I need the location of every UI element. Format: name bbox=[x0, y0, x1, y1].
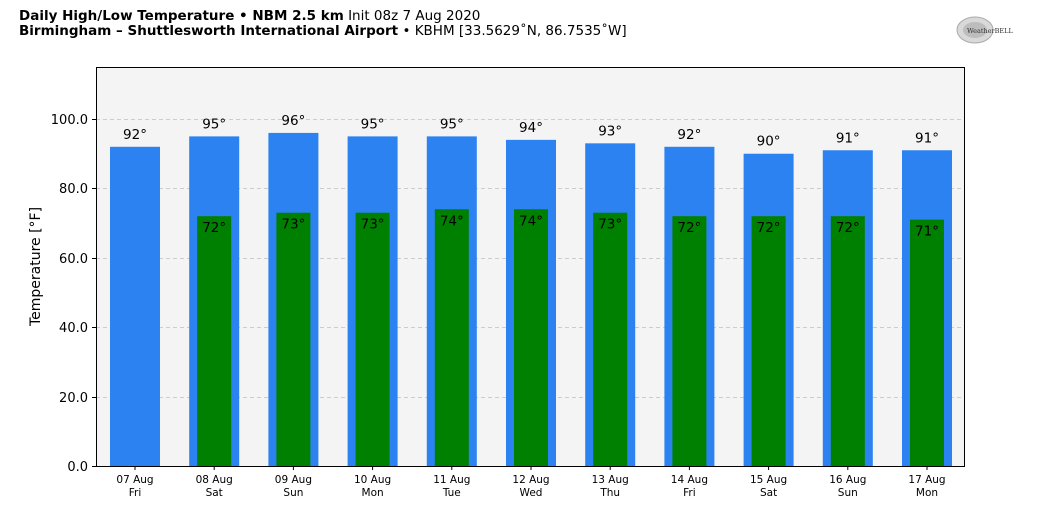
y-tick-label: 20.0 bbox=[59, 391, 88, 406]
y-axis: 0.0 20.0 40.0 60.0 80.0 100.0 bbox=[51, 113, 96, 475]
y-axis-label: Temperature [°F] bbox=[28, 207, 44, 327]
x-tick-day: Sat bbox=[206, 487, 223, 499]
low-bar bbox=[197, 216, 232, 466]
low-bar bbox=[514, 209, 548, 466]
y-tick-label: 0.0 bbox=[67, 460, 88, 475]
high-label: 96° bbox=[281, 113, 305, 129]
high-label: 95° bbox=[361, 116, 385, 132]
x-tick-date: 12 Aug bbox=[512, 474, 549, 486]
high-label: 95° bbox=[440, 116, 464, 132]
x-tick-day: Fri bbox=[683, 487, 696, 499]
low-bar bbox=[672, 216, 707, 466]
low-series bbox=[197, 209, 944, 466]
low-label: 74° bbox=[440, 213, 464, 229]
x-tick-day: Wed bbox=[520, 487, 543, 499]
station-name: Birmingham – Shuttlesworth International… bbox=[19, 23, 399, 39]
x-tick-day: Mon bbox=[362, 487, 384, 499]
weatherbell-logo-icon: WeatherBELL bbox=[956, 16, 1013, 44]
x-tick-date: 16 Aug bbox=[829, 474, 866, 486]
high-label: 90° bbox=[757, 134, 781, 150]
low-label: 71° bbox=[915, 224, 939, 240]
high-label: 94° bbox=[519, 120, 543, 136]
init-time: Init 08z 7 Aug 2020 bbox=[348, 8, 481, 24]
low-bar bbox=[830, 216, 865, 466]
x-tick-day: Sat bbox=[760, 487, 777, 499]
low-bar bbox=[355, 212, 390, 466]
low-label: 73° bbox=[281, 217, 305, 233]
y-tick-label: 60.0 bbox=[59, 252, 88, 267]
logo-text: WeatherBELL bbox=[967, 27, 1013, 35]
x-tick-day: Sun bbox=[283, 487, 303, 499]
high-label: 91° bbox=[915, 130, 939, 146]
low-bar bbox=[276, 212, 311, 466]
data-labels: 92° 95° 72° 96° 73° 95° 73° 95° 74° 94° 74° 93° 73° 9… bbox=[123, 113, 939, 240]
x-tick-date: 15 Aug bbox=[750, 474, 787, 486]
x-tick-date: 09 Aug bbox=[275, 474, 312, 486]
x-tick-day: Mon bbox=[916, 487, 938, 499]
low-bar bbox=[593, 212, 628, 466]
low-label: 72° bbox=[836, 220, 860, 236]
y-tick-label: 100.0 bbox=[51, 113, 88, 128]
low-label: 73° bbox=[361, 217, 385, 233]
low-label: 73° bbox=[598, 217, 622, 233]
x-tick-day: Tue bbox=[442, 487, 461, 499]
y-tick-label: 80.0 bbox=[59, 182, 88, 197]
x-tick-day: Sun bbox=[838, 487, 858, 499]
low-label: 72° bbox=[757, 220, 781, 236]
x-tick-date: 10 Aug bbox=[354, 474, 391, 486]
x-tick-date: 11 Aug bbox=[433, 474, 470, 486]
high-label: 92° bbox=[123, 127, 147, 143]
low-label: 72° bbox=[677, 220, 701, 236]
x-tick-day: Thu bbox=[599, 487, 620, 499]
y-tick-label: 40.0 bbox=[59, 321, 88, 336]
high-label: 95° bbox=[202, 116, 226, 132]
x-tick-date: 14 Aug bbox=[671, 474, 708, 486]
x-tick-date: 08 Aug bbox=[196, 474, 233, 486]
chart-title-line: Daily High/Low Temperature • NBM 2.5 km … bbox=[19, 9, 480, 24]
high-bar bbox=[110, 146, 160, 467]
high-label: 91° bbox=[836, 130, 860, 146]
low-bar bbox=[751, 216, 786, 466]
low-bar bbox=[910, 219, 944, 466]
x-tick-date: 07 Aug bbox=[116, 474, 153, 486]
location-line: Birmingham – Shuttlesworth International… bbox=[19, 24, 627, 39]
chart-title: Daily High/Low Temperature • NBM 2.5 km bbox=[19, 8, 344, 24]
x-tick-date: 13 Aug bbox=[592, 474, 629, 486]
x-tick-day: Fri bbox=[129, 487, 142, 499]
station-coords: • KBHM [33.5629˚N, 86.7535˚W] bbox=[402, 23, 627, 39]
low-label: 72° bbox=[202, 220, 226, 236]
high-label: 93° bbox=[598, 123, 622, 139]
x-tick-date: 17 Aug bbox=[908, 474, 945, 486]
low-bar bbox=[434, 209, 469, 466]
high-label: 92° bbox=[677, 127, 701, 143]
low-label: 74° bbox=[519, 213, 543, 229]
